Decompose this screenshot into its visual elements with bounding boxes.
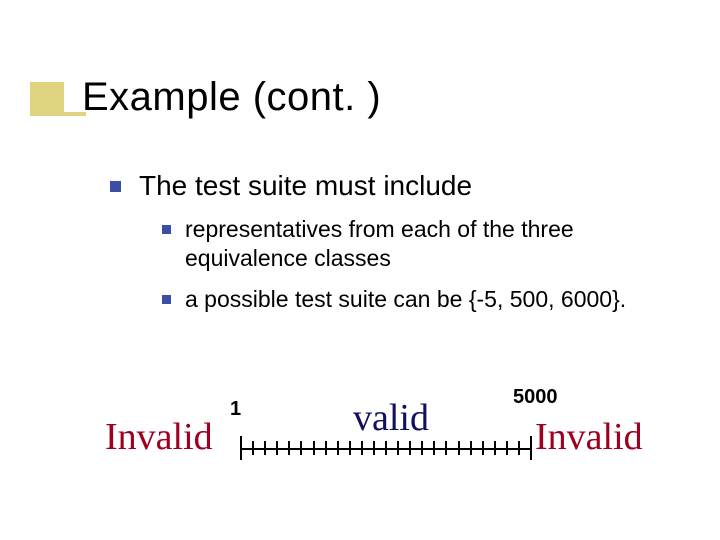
invalid-right-label: Invalid bbox=[535, 415, 643, 459]
tick-minor bbox=[409, 441, 411, 455]
bullet-level2-0: representatives from each of the three e… bbox=[162, 215, 662, 273]
level1-text: The test suite must include bbox=[139, 170, 472, 202]
accent-box-a bbox=[30, 82, 64, 116]
square-bullet-icon bbox=[162, 225, 171, 234]
tick-minor bbox=[506, 441, 508, 455]
valid-label: valid bbox=[353, 396, 429, 440]
boundary-right-number: 5000 bbox=[513, 386, 558, 409]
tick-minor bbox=[337, 441, 339, 455]
tick-minor bbox=[482, 441, 484, 455]
axis bbox=[240, 436, 530, 460]
tick-minor bbox=[373, 441, 375, 455]
tick-minor bbox=[349, 441, 351, 455]
tick-minor bbox=[276, 441, 278, 455]
tick-major bbox=[530, 436, 532, 460]
slide: Example (cont. ) The test suite must inc… bbox=[0, 0, 720, 540]
square-bullet-icon bbox=[162, 295, 171, 304]
bullet-level2-1: a possible test suite can be {-5, 500, 6… bbox=[162, 285, 662, 314]
number-line-diagram: Invalid 1 valid 5000 Invalid bbox=[115, 380, 635, 490]
slide-title: Example (cont. ) bbox=[82, 75, 381, 120]
tick-minor bbox=[433, 441, 435, 455]
level2-text-1: a possible test suite can be {-5, 500, 6… bbox=[185, 285, 626, 314]
accent-box-b bbox=[30, 112, 86, 116]
tick-minor bbox=[494, 441, 496, 455]
level2-text-0: representatives from each of the three e… bbox=[185, 215, 662, 273]
tick-minor bbox=[397, 441, 399, 455]
tick-minor bbox=[518, 441, 520, 455]
tick-minor bbox=[361, 441, 363, 455]
tick-minor bbox=[470, 441, 472, 455]
tick-minor bbox=[325, 441, 327, 455]
square-bullet-icon bbox=[110, 181, 121, 192]
tick-minor bbox=[300, 441, 302, 455]
boundary-left-number: 1 bbox=[230, 398, 241, 421]
tick-minor bbox=[288, 441, 290, 455]
tick-minor bbox=[313, 441, 315, 455]
invalid-left-label: Invalid bbox=[105, 415, 213, 459]
bullet-level1: The test suite must include bbox=[110, 170, 472, 202]
tick-minor bbox=[445, 441, 447, 455]
tick-minor bbox=[264, 441, 266, 455]
tick-minor bbox=[458, 441, 460, 455]
tick-minor bbox=[421, 441, 423, 455]
tick-major bbox=[240, 436, 242, 460]
tick-minor bbox=[385, 441, 387, 455]
tick-minor bbox=[252, 441, 254, 455]
